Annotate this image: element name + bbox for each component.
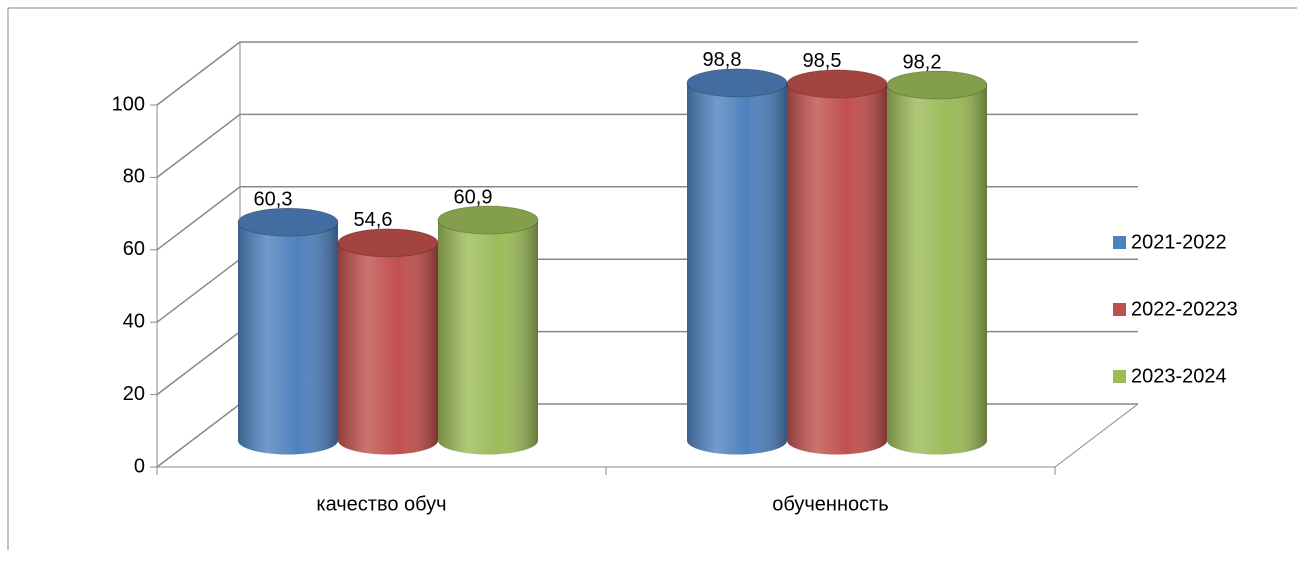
cylinder-shade [438, 206, 538, 455]
cylinder-top-shade [238, 208, 338, 237]
grid-line [156, 113, 1138, 178]
y-tick-label: 100 [112, 93, 145, 115]
cylinder-top-shade [887, 71, 987, 100]
legend-swatch [1113, 303, 1126, 316]
cylinder-top [686, 68, 788, 98]
cylinder-top-shade [687, 68, 787, 97]
cylinder-top [886, 70, 988, 100]
value-label: 54,6 [354, 209, 393, 231]
value-label: 60,3 [254, 188, 293, 210]
legend-swatch [1113, 370, 1126, 383]
cylinder-top [437, 205, 539, 235]
legend-label: 2021-2022 [1131, 231, 1227, 253]
y-tick-label: 0 [134, 455, 145, 477]
legend-swatch [1113, 236, 1126, 249]
x-tick-label: качество обуч [316, 493, 446, 515]
y-tick-label: 20 [123, 383, 145, 405]
value-label: 98,8 [703, 49, 742, 71]
cylinder-shade [687, 68, 787, 455]
cylinder-top-shade [338, 228, 438, 257]
x-tick-label: обученность [772, 493, 888, 515]
cylinder-shade [338, 228, 438, 455]
y-tick-label: 80 [123, 166, 145, 188]
legend-label: 2022-20223 [1131, 298, 1238, 320]
legend-label: 2023-2024 [1131, 365, 1227, 387]
cylinder-top-shade [787, 69, 887, 98]
cylinder-top-shade [438, 206, 538, 235]
cylinder-shade [887, 71, 987, 455]
cylinder-top [237, 207, 339, 237]
cylinder-shade [238, 208, 338, 455]
value-label: 98,2 [903, 51, 942, 73]
y-tick-label: 40 [123, 310, 145, 332]
value-label: 98,5 [803, 50, 842, 72]
value-label: 60,9 [454, 186, 493, 208]
floor-edge [1054, 403, 1139, 468]
y-tick-label: 60 [123, 238, 145, 260]
cylinder-shade [787, 69, 887, 455]
grid-line [156, 41, 1138, 106]
cylinder-top [786, 69, 888, 99]
